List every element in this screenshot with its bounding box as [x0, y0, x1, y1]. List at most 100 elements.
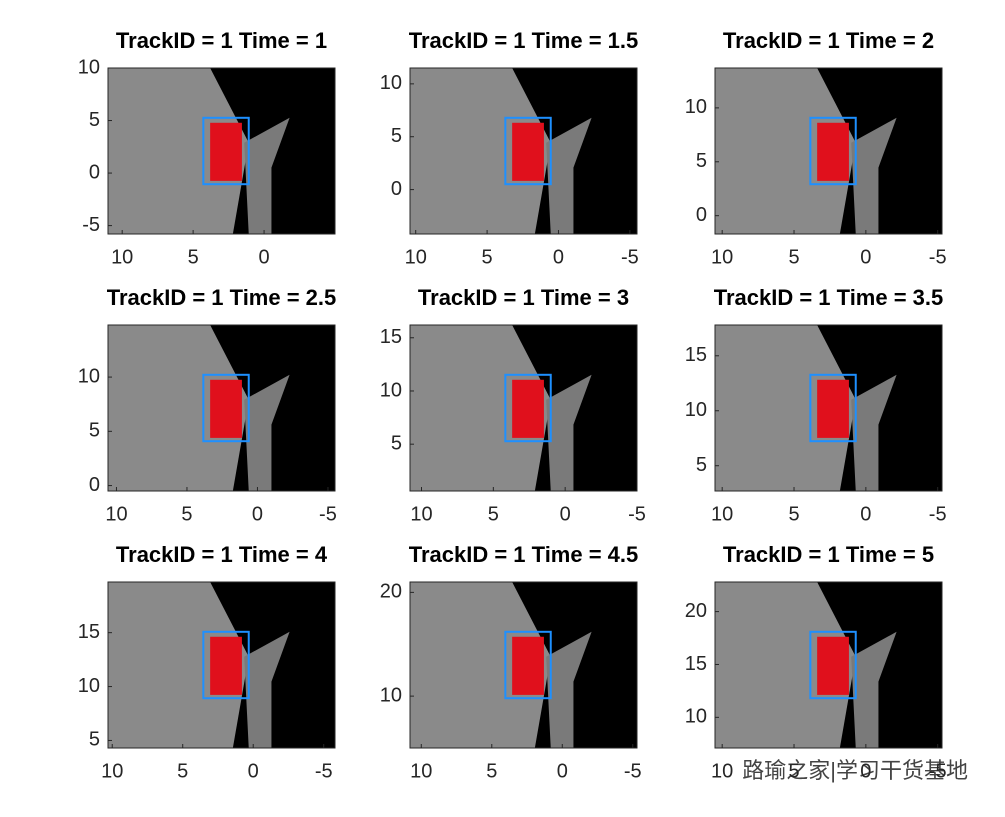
- x-tick-label: -5: [621, 246, 639, 268]
- y-tick-label: 0: [89, 474, 100, 496]
- track-detection: [512, 636, 544, 695]
- axes-frame: [714, 324, 943, 492]
- track-detection: [817, 379, 849, 438]
- subplot-title: TrackID = 1 Time = 1.5: [409, 28, 639, 53]
- axes-frame: [409, 67, 638, 235]
- x-tick-label: -5: [929, 760, 947, 782]
- x-tick-label: -5: [929, 503, 947, 525]
- image-panel: [409, 581, 638, 749]
- image-panel: [714, 324, 943, 492]
- axes-frame: [714, 67, 943, 235]
- sensor-coverage: [715, 68, 856, 234]
- sensor-coverage: [108, 68, 249, 234]
- track-detection: [210, 122, 242, 181]
- y-tick-label: 15: [78, 621, 100, 643]
- y-tick-label: 5: [391, 125, 402, 147]
- axes-frame: [107, 324, 336, 492]
- sensor-coverage: [715, 582, 856, 748]
- axes-frame: [409, 324, 638, 492]
- sensor-coverage: [410, 68, 551, 234]
- x-tick-label: 5: [788, 246, 799, 268]
- x-tick-label: 0: [259, 246, 270, 268]
- image-panel: [107, 581, 336, 749]
- x-tick-label: 10: [405, 246, 427, 268]
- track-box: [809, 630, 857, 700]
- x-tick-label: 10: [410, 503, 432, 525]
- x-tick-label: 5: [177, 760, 188, 782]
- road-shape: [546, 117, 592, 234]
- x-tick-label: 0: [860, 760, 871, 782]
- road-shape: [244, 374, 290, 491]
- y-tick-label: 10: [380, 684, 402, 706]
- track-detection: [512, 122, 544, 181]
- axes-frame: [409, 581, 638, 749]
- axes-frame: [107, 581, 336, 749]
- y-tick-label: 5: [89, 109, 100, 131]
- x-tick-label: 10: [711, 246, 733, 268]
- x-tick-label: 5: [482, 246, 493, 268]
- image-panel: [409, 67, 638, 235]
- x-tick-label: 0: [248, 760, 259, 782]
- y-tick-label: 10: [685, 96, 707, 118]
- x-tick-label: 0: [860, 503, 871, 525]
- y-tick-label: 5: [696, 454, 707, 476]
- y-tick-label: 15: [685, 653, 707, 675]
- x-tick-label: 5: [188, 246, 199, 268]
- sensor-coverage: [108, 582, 249, 748]
- road-shape: [546, 631, 592, 748]
- x-tick-label: -5: [315, 760, 333, 782]
- x-tick-label: 10: [711, 503, 733, 525]
- y-tick-label: 0: [89, 161, 100, 183]
- y-tick-label: 5: [89, 420, 100, 442]
- x-tick-label: 10: [101, 760, 123, 782]
- y-tick-label: 15: [685, 344, 707, 366]
- x-tick-label: 0: [860, 246, 871, 268]
- track-box: [809, 373, 857, 443]
- x-tick-label: 5: [788, 503, 799, 525]
- subplot-title: TrackID = 1 Time = 4.5: [409, 542, 639, 567]
- x-tick-label: 5: [788, 760, 799, 782]
- y-tick-label: 10: [78, 365, 100, 387]
- track-box: [809, 116, 857, 186]
- track-detection: [817, 636, 849, 695]
- y-tick-label: 5: [391, 432, 402, 454]
- x-tick-label: 0: [553, 246, 564, 268]
- subplot-title: TrackID = 1 Time = 5: [723, 542, 934, 567]
- x-tick-label: 10: [105, 503, 127, 525]
- sensor-coverage: [410, 582, 551, 748]
- axes-frame: [107, 67, 336, 235]
- sensor-coverage: [410, 325, 551, 491]
- y-tick-label: 20: [380, 581, 402, 603]
- x-tick-label: 10: [111, 246, 133, 268]
- y-tick-label: 10: [78, 675, 100, 697]
- subplot-title: TrackID = 1 Time = 2: [723, 28, 934, 53]
- track-detection: [210, 636, 242, 695]
- subplot-title: TrackID = 1 Time = 2.5: [107, 285, 337, 310]
- road-shape: [244, 631, 290, 748]
- track-detection: [817, 122, 849, 181]
- y-tick-label: 10: [685, 399, 707, 421]
- y-tick-label: 10: [380, 72, 402, 94]
- axes-frame: [714, 581, 943, 749]
- y-tick-label: 10: [380, 379, 402, 401]
- track-box: [202, 373, 250, 443]
- x-tick-label: -5: [624, 760, 642, 782]
- y-tick-label: 10: [78, 56, 100, 78]
- x-tick-label: 0: [560, 503, 571, 525]
- subplot-title: TrackID = 1 Time = 4: [116, 542, 328, 567]
- road-shape: [851, 117, 897, 234]
- x-tick-label: 10: [711, 760, 733, 782]
- x-tick-label: 0: [252, 503, 263, 525]
- road-shape: [546, 374, 592, 491]
- x-tick-label: -5: [628, 503, 646, 525]
- x-tick-label: 5: [488, 503, 499, 525]
- watermark: 路瑜之家|学习干货基地: [742, 758, 968, 783]
- image-panel: [107, 67, 336, 235]
- y-tick-label: 20: [685, 600, 707, 622]
- road-shape: [244, 117, 290, 234]
- track-box: [504, 373, 552, 443]
- road-shape: [851, 631, 897, 748]
- track-box: [504, 630, 552, 700]
- image-panel: [714, 67, 943, 235]
